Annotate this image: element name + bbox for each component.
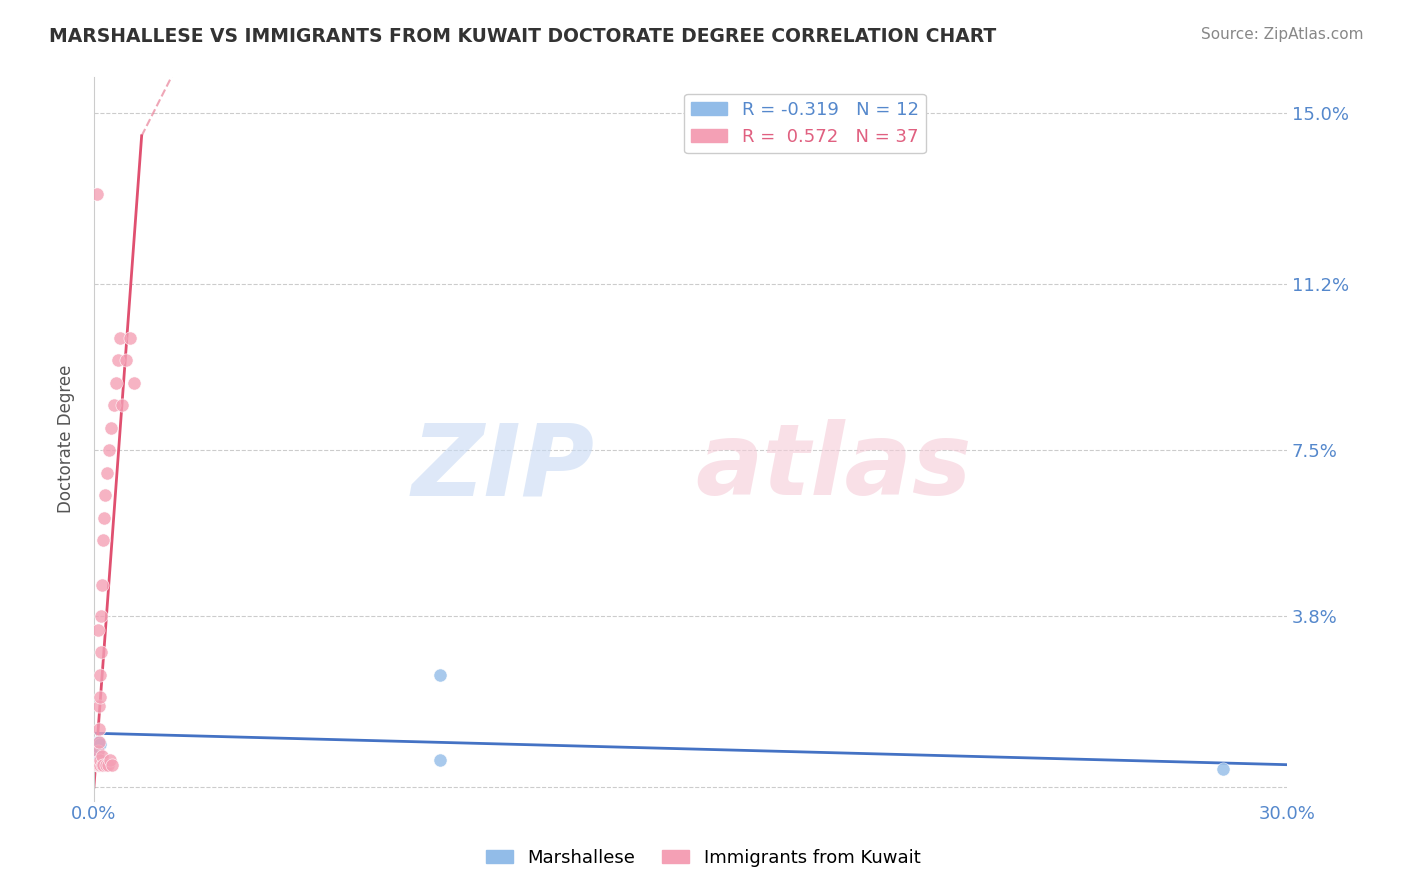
Point bbox=[114, 353, 136, 368]
Point bbox=[87, 735, 110, 749]
Point bbox=[90, 609, 112, 624]
Point bbox=[118, 331, 141, 345]
Point bbox=[94, 488, 117, 502]
Text: atlas: atlas bbox=[696, 419, 972, 516]
Point bbox=[87, 722, 110, 736]
Point bbox=[89, 757, 111, 772]
Point bbox=[98, 753, 121, 767]
Point bbox=[87, 735, 110, 749]
Point bbox=[87, 753, 110, 767]
Point bbox=[89, 738, 111, 752]
Point bbox=[98, 443, 121, 458]
Point bbox=[86, 757, 108, 772]
Point bbox=[100, 421, 122, 435]
Point bbox=[87, 744, 110, 758]
Point bbox=[122, 376, 145, 390]
Text: Source: ZipAtlas.com: Source: ZipAtlas.com bbox=[1201, 27, 1364, 42]
Point bbox=[429, 753, 451, 767]
Point bbox=[96, 466, 118, 480]
Text: MARSHALLESE VS IMMIGRANTS FROM KUWAIT DOCTORATE DEGREE CORRELATION CHART: MARSHALLESE VS IMMIGRANTS FROM KUWAIT DO… bbox=[49, 27, 997, 45]
Legend: R = -0.319   N = 12, R =  0.572   N = 37: R = -0.319 N = 12, R = 0.572 N = 37 bbox=[683, 94, 927, 153]
Point bbox=[108, 331, 131, 345]
Point bbox=[429, 668, 451, 682]
Point bbox=[87, 757, 110, 772]
Point bbox=[94, 757, 117, 772]
Point bbox=[87, 757, 110, 772]
Point bbox=[103, 398, 125, 412]
Point bbox=[90, 757, 112, 772]
Point bbox=[87, 757, 110, 772]
Point bbox=[87, 748, 110, 763]
Point bbox=[91, 757, 114, 772]
Point bbox=[1212, 762, 1234, 776]
Legend: Marshallese, Immigrants from Kuwait: Marshallese, Immigrants from Kuwait bbox=[478, 842, 928, 874]
Point bbox=[104, 376, 127, 390]
Point bbox=[90, 645, 112, 659]
Point bbox=[89, 668, 111, 682]
Point bbox=[87, 739, 110, 754]
Point bbox=[86, 187, 108, 202]
Point bbox=[87, 735, 110, 749]
Point bbox=[89, 753, 111, 767]
Point bbox=[87, 623, 110, 637]
Text: ZIP: ZIP bbox=[412, 419, 595, 516]
Point bbox=[93, 510, 115, 524]
Point bbox=[111, 398, 134, 412]
Point bbox=[91, 533, 114, 547]
Point bbox=[87, 757, 110, 772]
Point bbox=[97, 757, 120, 772]
Point bbox=[101, 757, 124, 772]
Point bbox=[90, 578, 112, 592]
Point bbox=[107, 353, 129, 368]
Point bbox=[87, 744, 110, 758]
Y-axis label: Doctorate Degree: Doctorate Degree bbox=[58, 365, 75, 513]
Point bbox=[90, 748, 112, 763]
Point bbox=[89, 699, 111, 714]
Point bbox=[89, 690, 111, 705]
